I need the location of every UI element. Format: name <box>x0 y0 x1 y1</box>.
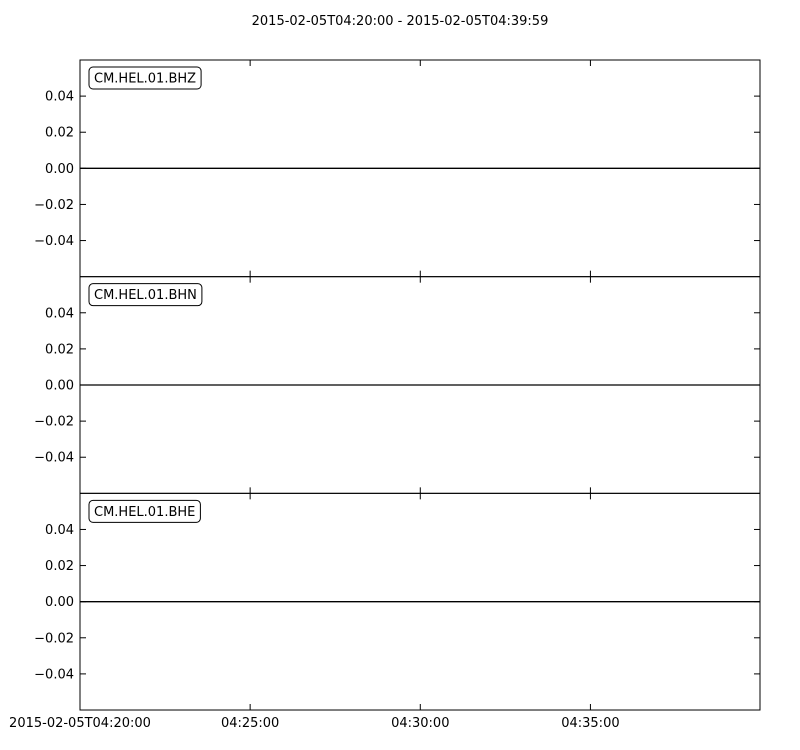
y-tick-label: −0.02 <box>34 415 74 430</box>
trace-panel-3: 0.04 0.02 0.00 −0.02 −0.04 CM.HEL.01.BHE <box>34 492 761 711</box>
trace-panel-2: 0.04 0.02 0.00 −0.02 −0.04 CM.HEL.01.BHN <box>34 276 761 494</box>
y-tick-label: 0.02 <box>45 126 74 141</box>
trace-label-box <box>88 499 201 523</box>
y-tick-label: 0.04 <box>45 306 74 321</box>
trace-panels: 0.040.020.00−0.02−0.04CM.HEL.01.BHZ0.040… <box>9 59 761 731</box>
trace-label: CM.HEL.01.BHE <box>88 499 201 523</box>
y-tick-label: 0.00 <box>45 595 74 610</box>
y-tick-label: −0.02 <box>34 198 74 213</box>
y-tick-label: 0.04 <box>45 90 74 105</box>
y-tick-label: 0.02 <box>45 342 74 357</box>
trace-label-text: CM.HEL.01.BHN <box>94 288 197 303</box>
y-tick-label: 0.00 <box>45 379 74 394</box>
y-tick-label: 0.04 <box>45 523 74 538</box>
chart-title: 2015-02-05T04:20:00 - 2015-02-05T04:39:5… <box>252 14 549 29</box>
trace-label-box <box>88 283 203 307</box>
y-tick-label: 0.00 <box>45 162 74 177</box>
x-tick-label: 04:35:00 <box>561 716 619 731</box>
trace-label-text: CM.HEL.01.BHE <box>94 505 195 520</box>
x-tick-label: 04:25:00 <box>221 716 279 731</box>
trace-label: CM.HEL.01.BHN <box>88 283 203 307</box>
y-tick-label: −0.04 <box>34 234 74 249</box>
y-tick-label: 0.02 <box>45 559 74 574</box>
x-tick-label: 04:30:00 <box>391 716 449 731</box>
trace-label: CM.HEL.01.BHZ <box>88 66 202 90</box>
y-tick-label: −0.04 <box>34 451 74 466</box>
y-tick-label: −0.02 <box>34 631 74 646</box>
trace-label-box <box>88 66 202 90</box>
trace-label-text: CM.HEL.01.BHZ <box>94 72 196 87</box>
x-tick-label: 2015-02-05T04:20:00 <box>9 716 151 731</box>
y-tick-label: −0.04 <box>34 667 74 682</box>
